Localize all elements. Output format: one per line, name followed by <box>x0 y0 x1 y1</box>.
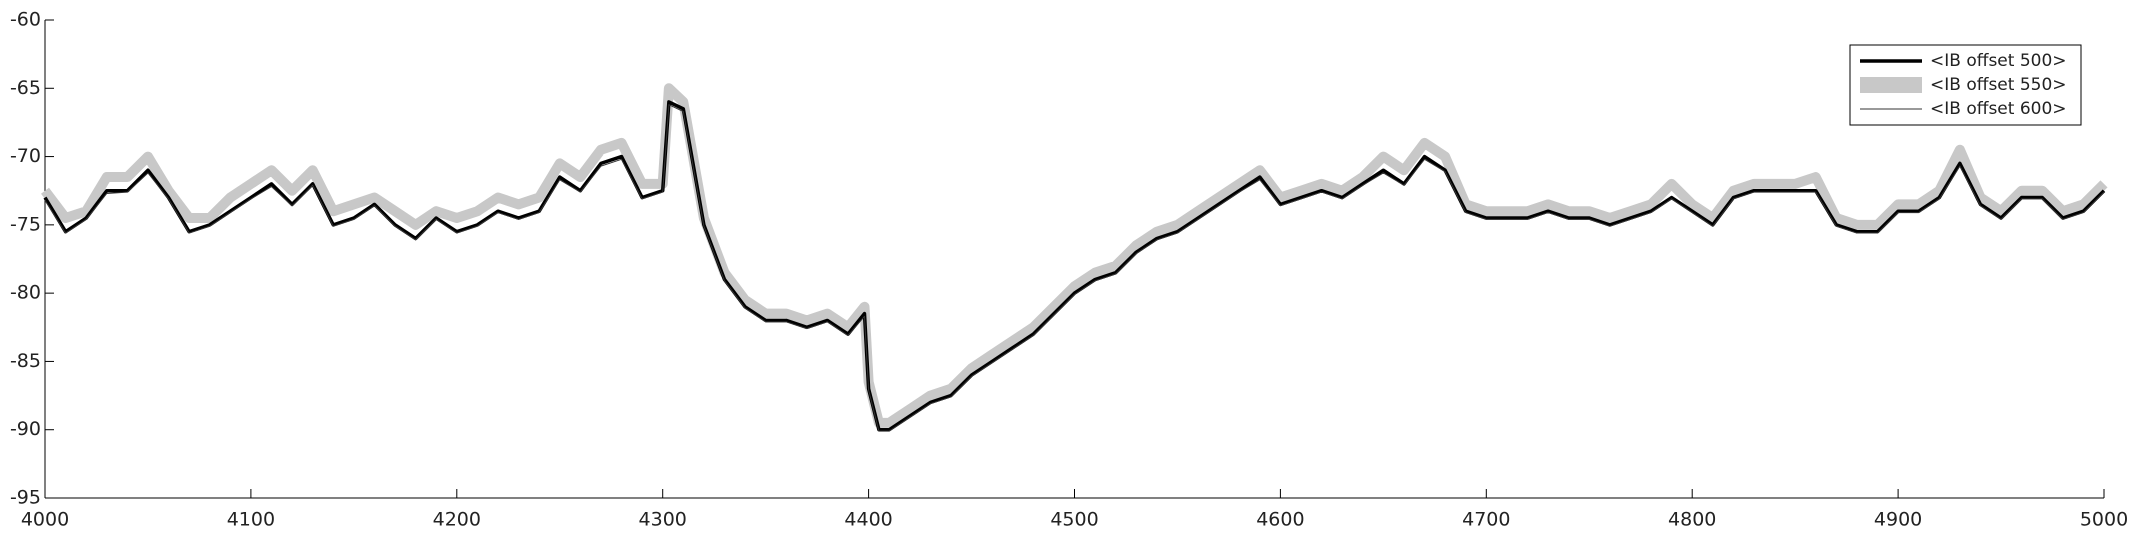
x-tick-label: 4500 <box>1050 509 1098 531</box>
x-tick-label: 4700 <box>1462 509 1510 531</box>
x-tick-label: 4300 <box>639 509 687 531</box>
legend-swatch <box>1860 77 1922 93</box>
legend: <IB offset 500> <IB offset 550> <IB offset… <box>1849 44 2082 126</box>
x-tick-label: 4200 <box>433 509 481 531</box>
y-tick-label: -85 <box>10 350 41 372</box>
x-tick-label: 4100 <box>227 509 275 531</box>
x-tick-label: 4900 <box>1874 509 1922 531</box>
y-tick-label: -80 <box>10 282 41 304</box>
y-tick-label: -75 <box>10 213 41 235</box>
y-tick-label: -90 <box>10 418 41 440</box>
y-tick-label: -65 <box>10 77 41 99</box>
x-tick-label: 4600 <box>1256 509 1304 531</box>
y-tick-label: -70 <box>10 145 41 167</box>
legend-label: <IB offset 600> <box>1930 99 2067 119</box>
legend-label: <IB offset 500> <box>1930 51 2067 71</box>
y-tick-label: -60 <box>10 9 41 31</box>
x-tick-label: 4400 <box>844 509 892 531</box>
legend-label: <IB offset 550> <box>1930 75 2067 95</box>
series-line <box>43 100 2106 432</box>
x-tick-label: 5000 <box>2080 509 2128 531</box>
series-line <box>44 104 2105 432</box>
x-tick-label: 4800 <box>1668 509 1716 531</box>
x-tick-label: 4000 <box>21 509 69 531</box>
y-tick-label: -95 <box>10 487 41 509</box>
series-line <box>41 83 2108 428</box>
